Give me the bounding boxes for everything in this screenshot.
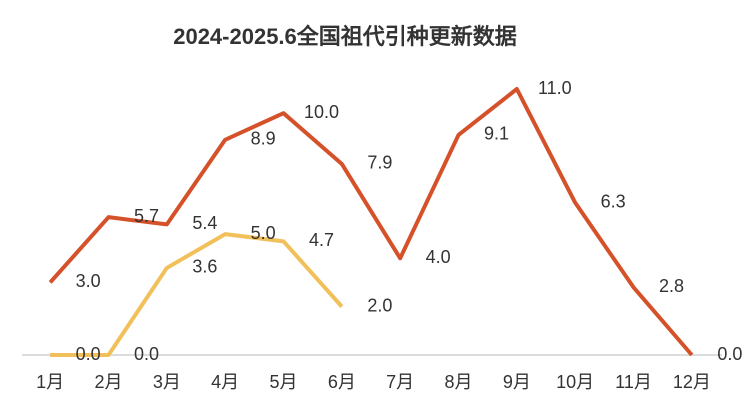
x-tick-label: 3月 — [153, 372, 181, 392]
x-tick-label: 10月 — [556, 372, 594, 392]
data-label: 5.4 — [192, 213, 217, 233]
x-tick-label: 6月 — [328, 372, 356, 392]
series-line — [50, 232, 344, 357]
chart-title: 2024-2025.6全国祖代引种更新数据 — [173, 24, 517, 49]
x-tick-label: 11月 — [615, 372, 652, 392]
x-tick-label: 8月 — [444, 372, 472, 392]
x-tick-label: 9月 — [503, 372, 531, 392]
x-tick-label: 2月 — [94, 372, 122, 392]
x-tick-label: 7月 — [386, 372, 414, 392]
data-label: 2.8 — [659, 276, 684, 296]
data-label: 11.0 — [538, 78, 572, 98]
x-tick-label: 5月 — [269, 372, 297, 392]
data-label: 3.0 — [76, 271, 101, 291]
data-label: 4.0 — [426, 247, 451, 267]
data-label: 10.0 — [304, 102, 339, 122]
data-label: 9.1 — [484, 124, 509, 144]
data-label: 7.9 — [367, 153, 392, 173]
x-tick-label: 1月 — [36, 372, 64, 392]
data-label: 8.9 — [251, 129, 276, 149]
data-label: 5.0 — [251, 223, 276, 243]
x-tick-label: 4月 — [211, 372, 239, 392]
data-label: 5.7 — [134, 206, 159, 226]
data-label: 0.0 — [717, 344, 742, 364]
data-label: 0.0 — [76, 344, 101, 364]
data-label: 6.3 — [601, 191, 626, 211]
data-label: 4.7 — [309, 230, 334, 250]
data-label: 2.0 — [367, 295, 392, 315]
series-line — [48, 87, 694, 357]
x-tick-label: 12月 — [673, 372, 711, 392]
data-label: 0.0 — [134, 344, 159, 364]
data-label: 3.6 — [192, 257, 217, 277]
